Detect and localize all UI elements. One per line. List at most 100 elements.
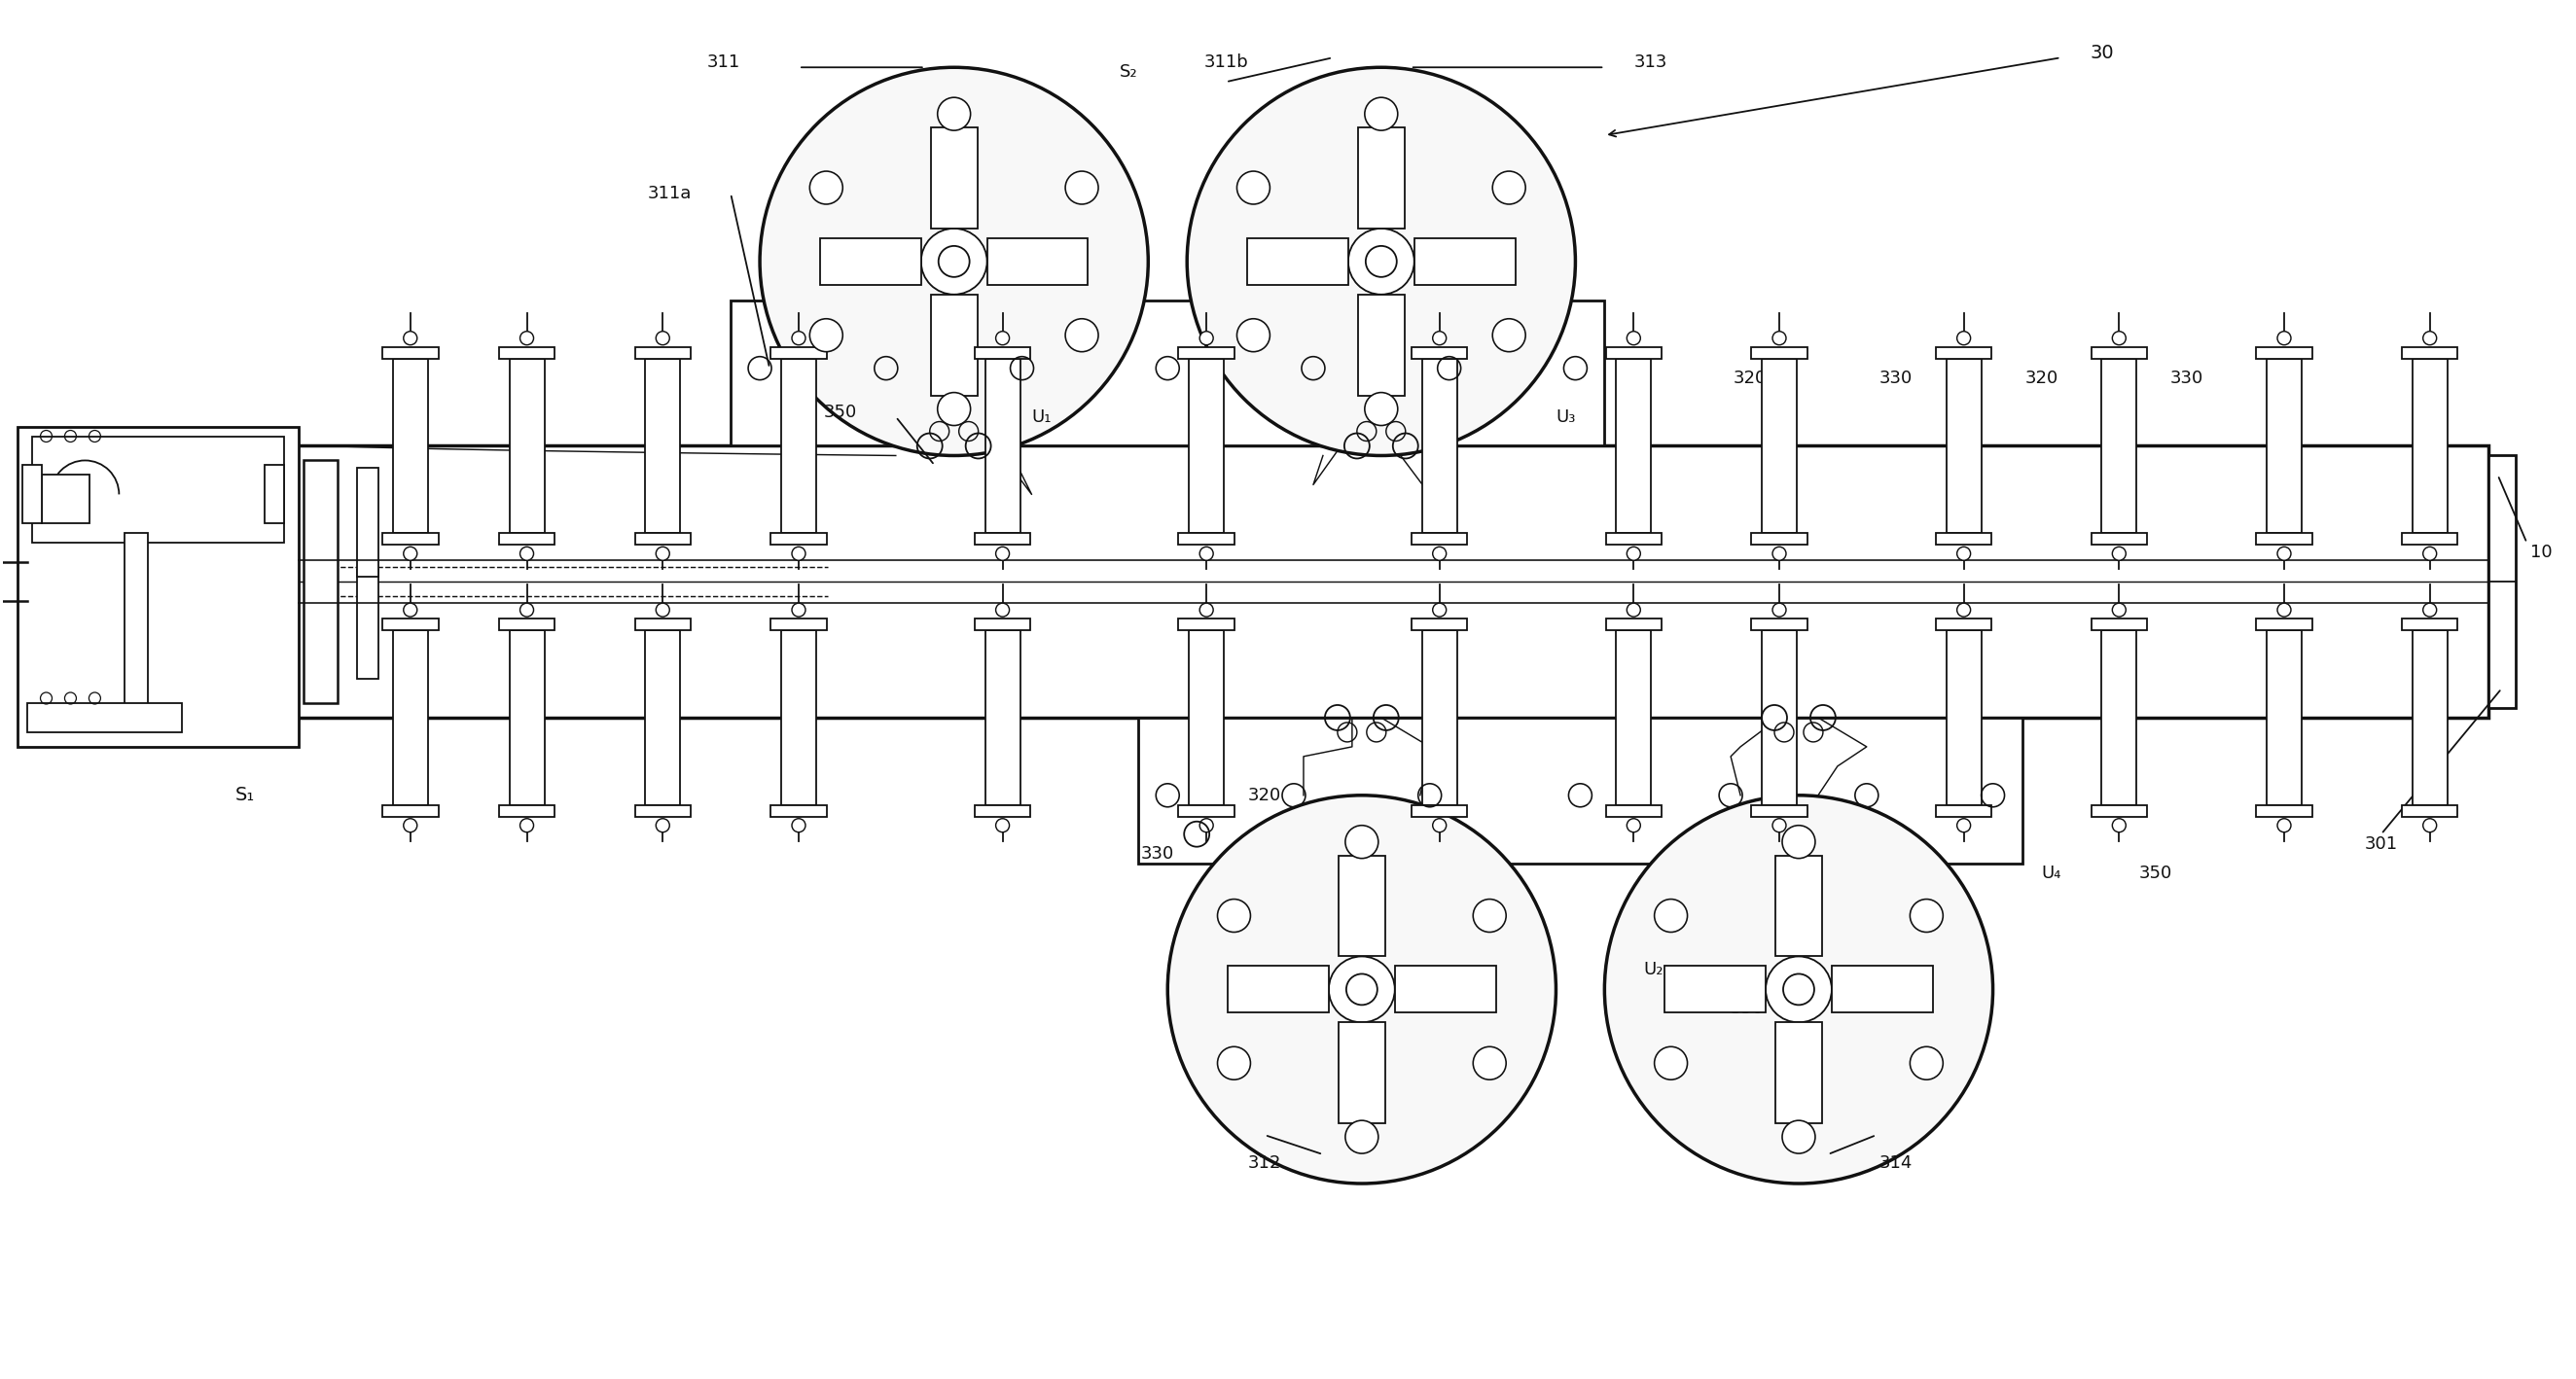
Bar [2411,359,2447,534]
Bar [2092,534,2146,545]
Circle shape [2112,547,2125,560]
Bar [381,619,438,630]
Text: 30: 30 [2089,44,2115,62]
Bar [1177,348,1234,359]
Circle shape [2424,547,2437,560]
Bar [1605,534,1662,545]
Circle shape [404,603,417,616]
Bar [1947,630,1981,805]
Bar [1340,1022,1386,1124]
Circle shape [1783,826,1816,858]
Text: U₁: U₁ [1030,408,1051,426]
Circle shape [791,819,806,832]
Circle shape [1958,603,1971,616]
Circle shape [1347,229,1414,295]
Text: 10: 10 [2530,543,2553,561]
Text: U₂: U₂ [1643,961,1664,979]
Bar [1340,855,1386,957]
Bar [987,239,1087,284]
Text: S₂: S₂ [1121,63,1139,81]
Circle shape [2112,331,2125,345]
Text: 314: 314 [1878,1154,1911,1172]
Circle shape [2112,603,2125,616]
Bar [381,805,438,816]
Text: 313: 313 [1633,54,1667,72]
Bar [2102,359,2136,534]
Bar [974,805,1030,816]
Bar [358,570,379,678]
Circle shape [1958,331,1971,345]
Bar [644,630,680,805]
Circle shape [1218,1047,1249,1080]
Text: 312: 312 [1247,1154,1280,1172]
Circle shape [1329,957,1394,1022]
Bar [265,465,283,524]
Circle shape [1236,319,1270,352]
Bar [26,703,183,732]
Bar [510,630,544,805]
Circle shape [1066,171,1097,204]
Bar [1935,534,1991,545]
Bar [2092,805,2146,816]
Circle shape [1772,819,1785,832]
Bar [304,461,337,703]
Circle shape [520,819,533,832]
Circle shape [1200,603,1213,616]
Bar [1615,630,1651,805]
Bar [1247,239,1347,284]
Circle shape [2277,547,2290,560]
Bar [1177,619,1234,630]
Circle shape [1066,319,1097,352]
Circle shape [1958,819,1971,832]
Bar [644,359,680,534]
Circle shape [938,98,971,131]
Text: 350: 350 [824,403,858,421]
Circle shape [2424,603,2437,616]
Text: 311: 311 [706,54,739,72]
Bar [1229,967,1329,1012]
Bar [358,469,379,576]
Circle shape [520,603,533,616]
Text: 350: 350 [2138,865,2172,881]
Bar [974,619,1030,630]
Text: S₁: S₁ [234,786,255,804]
Circle shape [2277,819,2290,832]
Circle shape [1200,331,1213,345]
Bar [1605,619,1662,630]
Circle shape [520,331,533,345]
Circle shape [404,547,417,560]
Circle shape [657,603,670,616]
Bar [1358,127,1404,229]
Bar [500,534,554,545]
Bar [1177,534,1234,545]
Bar [510,359,544,534]
Circle shape [1772,547,1785,560]
Text: 330: 330 [1141,845,1175,862]
Bar [1935,619,1991,630]
Circle shape [1628,547,1641,560]
Circle shape [1605,796,1994,1183]
Bar [2401,348,2458,359]
Circle shape [1628,331,1641,345]
Bar [2257,805,2313,816]
Circle shape [1365,393,1399,426]
Circle shape [1772,603,1785,616]
Circle shape [2277,603,2290,616]
Bar [781,359,817,534]
Bar [1412,348,1468,359]
Bar [381,534,438,545]
Bar [1775,1022,1821,1124]
Circle shape [938,393,971,426]
Circle shape [2112,819,2125,832]
Bar [276,445,2488,717]
Circle shape [520,547,533,560]
Circle shape [1772,331,1785,345]
Bar [1190,630,1224,805]
Bar [1412,534,1468,545]
Bar [634,805,690,816]
Bar [1605,805,1662,816]
Circle shape [1432,331,1445,345]
Bar [18,426,299,747]
Bar [1414,239,1515,284]
Bar [770,348,827,359]
